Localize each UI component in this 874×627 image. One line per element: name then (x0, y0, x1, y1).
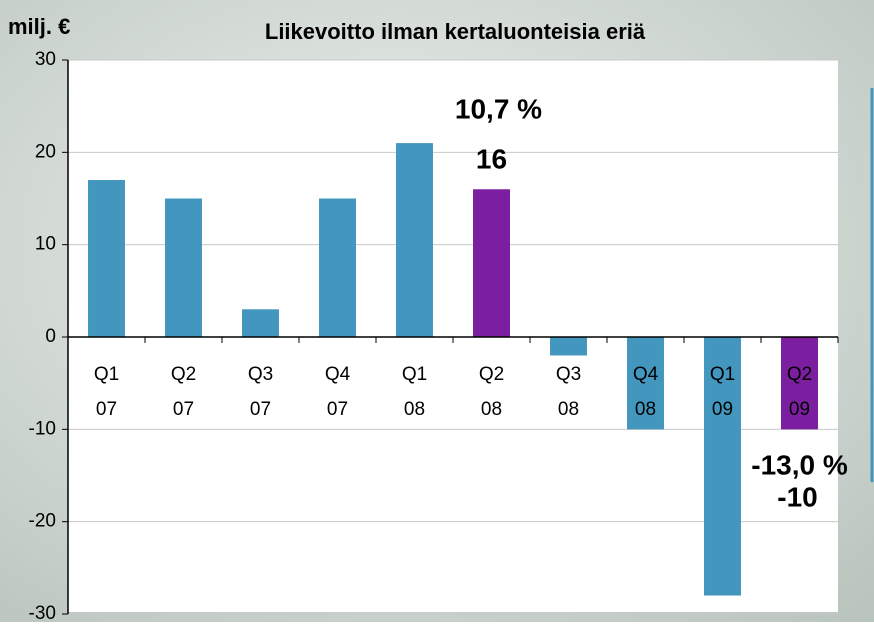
data-label: -10 (777, 482, 817, 513)
x-tick-label: 07 (250, 399, 271, 420)
bar (88, 180, 125, 337)
annotation: 10,7 % (455, 94, 542, 125)
bar (550, 337, 587, 356)
x-tick-label: 08 (481, 399, 502, 420)
x-tick-label: 08 (635, 399, 656, 420)
bar (473, 189, 510, 337)
y-tick-label: -20 (29, 511, 56, 532)
x-tick-label: 08 (558, 399, 579, 420)
x-tick-label: 07 (327, 399, 348, 420)
x-tick-label: Q2 (787, 364, 812, 385)
annotation: -13,0 % (751, 450, 848, 481)
y-tick-label: 10 (35, 234, 56, 255)
x-tick-label: Q4 (325, 364, 351, 385)
bar (704, 337, 741, 596)
x-tick-label: Q2 (171, 364, 196, 385)
x-tick-label: 09 (789, 399, 810, 420)
x-tick-label: 09 (712, 399, 733, 420)
x-tick-label: 08 (404, 399, 425, 420)
bar (242, 309, 279, 337)
bar (165, 198, 202, 337)
x-tick-label: Q1 (402, 364, 427, 385)
y-tick-label: -10 (29, 418, 56, 439)
y-tick-label: -30 (29, 603, 56, 622)
x-tick-label: Q3 (556, 364, 581, 385)
chart-title: Liikevoitto ilman kertaluonteisia eriä (265, 19, 646, 44)
x-tick-label: Q1 (710, 364, 735, 385)
y-tick-label: 20 (35, 141, 56, 162)
x-tick-label: Q4 (633, 364, 659, 385)
bar (627, 337, 664, 430)
data-label: 16 (476, 144, 507, 175)
bar (396, 143, 433, 337)
y-tick-label: 0 (45, 326, 56, 347)
x-tick-label: Q2 (479, 364, 504, 385)
y-axis-label: milj. € (8, 14, 70, 39)
bar (319, 198, 356, 337)
x-tick-label: Q1 (94, 364, 119, 385)
bar (781, 337, 818, 430)
y-tick-label: 30 (35, 49, 56, 70)
x-tick-label: 07 (173, 399, 194, 420)
x-tick-label: 07 (96, 399, 117, 420)
x-tick-label: Q3 (248, 364, 273, 385)
